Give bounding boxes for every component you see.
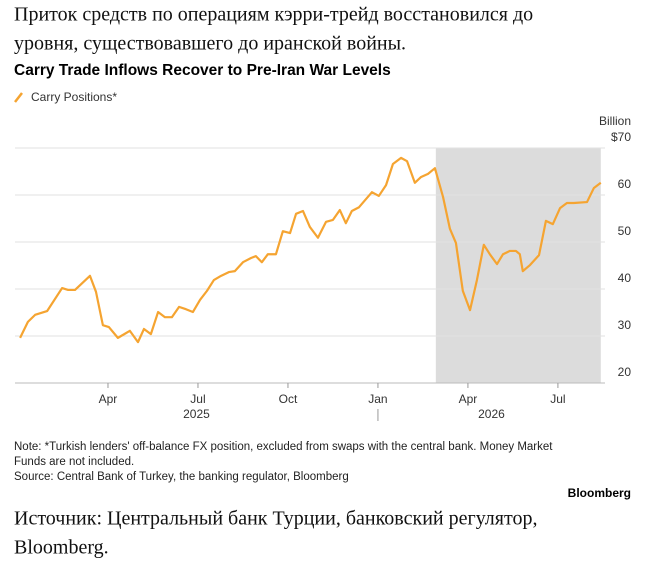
- x-tick-label: Jan: [368, 392, 387, 406]
- legend-swatch: [14, 92, 23, 103]
- chart-title: Carry Trade Inflows Recover to Pre-Iran …: [14, 62, 391, 79]
- y-tick-label: 50: [618, 224, 632, 238]
- y-tick-label: $70: [611, 130, 631, 144]
- y-tick-label: 60: [618, 177, 632, 191]
- y-tick-label: 30: [618, 318, 632, 332]
- x-tick-label: Apr: [99, 392, 118, 406]
- header-line: уровня, существовавшего до иранской войн…: [14, 33, 406, 55]
- y-tick-label: 20: [618, 365, 632, 379]
- footer-line: Bloomberg.: [14, 537, 109, 559]
- x-tick-label: Oct: [279, 392, 298, 406]
- year-label: 2025: [183, 407, 210, 421]
- x-tick-label: Jul: [550, 392, 565, 406]
- note: Note: *Turkish lenders' off-balance FX p…: [14, 441, 553, 453]
- source: Source: Central Bank of Turkey, the bank…: [14, 471, 349, 483]
- legend-label: Carry Positions*: [31, 90, 117, 104]
- shaded-region: [435, 148, 601, 383]
- footer-line: Источник: Центральный банк Турции, банко…: [14, 508, 537, 530]
- header-line: Приток средств по операциям кэрри-трейд …: [14, 4, 533, 26]
- brand: Bloomberg: [568, 486, 631, 500]
- y-unit: Billion: [599, 114, 631, 128]
- y-tick-label: 40: [618, 271, 632, 285]
- x-tick-label: Jul: [190, 392, 205, 406]
- note: Funds are not included.: [14, 456, 134, 468]
- x-tick-label: Apr: [459, 392, 478, 406]
- year-label: 2026: [478, 407, 505, 421]
- data-line: [19, 156, 602, 344]
